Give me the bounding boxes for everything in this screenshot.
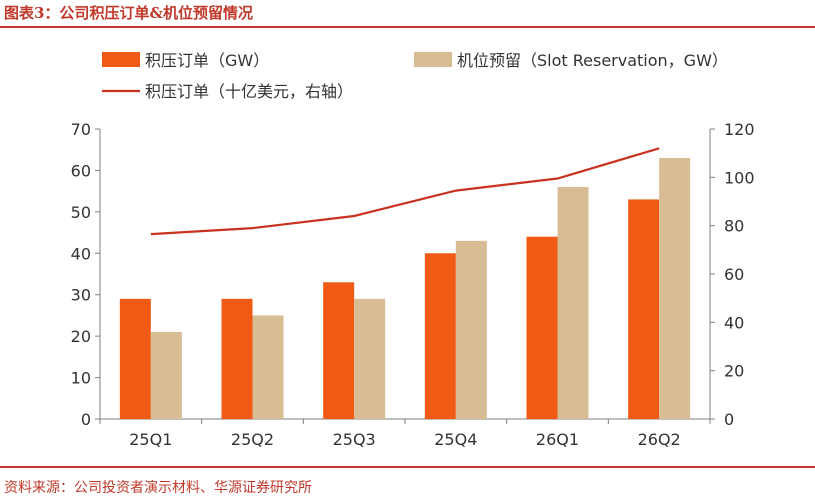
source-note: 资料来源：公司投资者演示材料、华源证券研究所 [4, 480, 312, 496]
bar-slot-reservation-gw [252, 315, 284, 419]
left-axis-tick-label: 20 [71, 327, 91, 346]
bars [119, 158, 691, 419]
x-axis-tick-label: 26Q1 [536, 430, 579, 449]
right-axis-tick-label: 100 [724, 168, 755, 187]
bar-slot-reservation-gw [659, 158, 691, 419]
right-axis-tick-label: 0 [724, 410, 734, 429]
bar-backlog-gw [323, 282, 355, 419]
bar-slot-reservation-gw [455, 240, 487, 419]
legend-label-backlog-usd: 积压订单（十亿美元，右轴） [145, 82, 353, 101]
legend-swatch-slot-reservation [414, 52, 452, 67]
left-axis-tick-label: 50 [71, 203, 91, 222]
bar-backlog-gw [424, 253, 456, 419]
bar-backlog-gw [526, 236, 558, 419]
x-axis-tick-label: 25Q4 [434, 430, 477, 449]
footer-rule [0, 466, 815, 468]
right-axis-tick-label: 20 [724, 362, 744, 381]
right-axis-tick-label: 120 [724, 120, 755, 139]
left-axis-tick-label: 60 [71, 161, 91, 180]
bar-backlog-gw [221, 298, 253, 419]
bar-backlog-gw [119, 298, 151, 419]
line-series [150, 147, 660, 236]
title-rule [0, 26, 815, 28]
left-axis-tick-label: 40 [71, 244, 91, 263]
line-backlog-usd-bn [150, 147, 660, 236]
right-axis-tick-label: 40 [724, 313, 744, 332]
axes: 0 10 20 30 40 50 60 70 0 20 40 60 80 100 120 25Q1 25Q2 25… [71, 120, 755, 449]
x-axis-tick-label: 25Q1 [129, 430, 172, 449]
bar-slot-reservation-gw [354, 298, 386, 419]
left-axis-tick-label: 0 [81, 410, 91, 429]
right-axis-tick-label: 60 [724, 265, 744, 284]
right-axis-tick-label: 80 [724, 217, 744, 236]
figure-title: 图表3：公司积压订单&机位预留情况 [4, 4, 253, 22]
bar-slot-reservation-gw [557, 187, 589, 419]
legend-swatch-backlog-gw [102, 52, 140, 67]
x-axis-tick-label: 26Q2 [638, 430, 681, 449]
left-axis-tick-label: 10 [71, 369, 91, 388]
x-axis-tick-label: 25Q2 [231, 430, 274, 449]
bar-backlog-gw [628, 199, 660, 419]
left-axis-tick-label: 70 [71, 120, 91, 139]
legend-label-backlog-gw: 积压订单（GW） [145, 51, 269, 70]
bar-slot-reservation-gw [150, 332, 182, 419]
legend: 积压订单（GW） 机位预留（Slot Reservation，GW） 积压订单（十亿… [102, 51, 728, 101]
legend-label-slot-reservation: 机位预留（Slot Reservation，GW） [457, 51, 728, 70]
left-axis-tick-label: 30 [71, 286, 91, 305]
x-axis-tick-label: 25Q3 [333, 430, 376, 449]
